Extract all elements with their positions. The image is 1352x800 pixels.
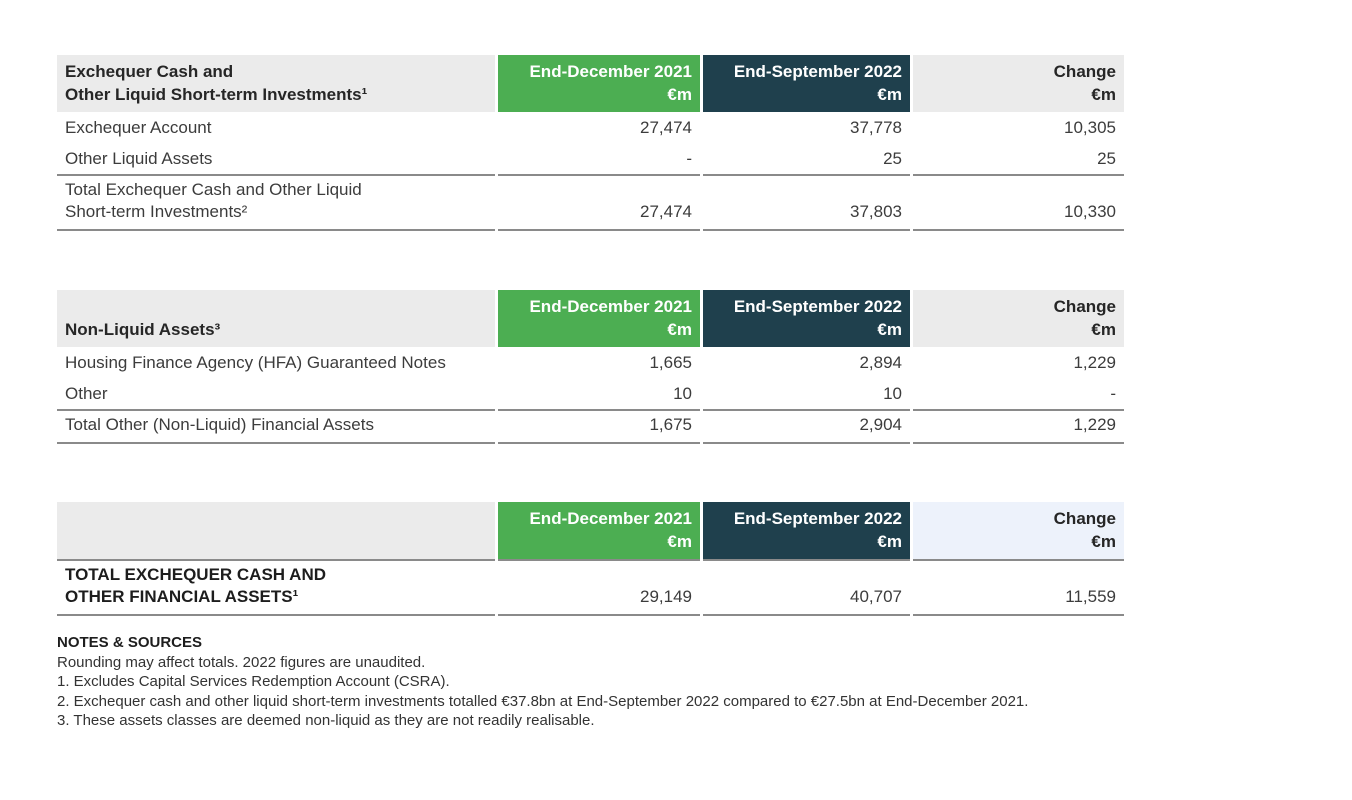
total-dec2021: 29,149	[498, 561, 700, 616]
column-header-end-december-2021: End-December 2021 €m	[498, 290, 700, 347]
column-header-unit: €m	[667, 85, 692, 104]
table-non-liquid-assets: Non-Liquid Assets³ End-December 2021 €m …	[54, 290, 1127, 444]
total-row-label: Total Exchequer Cash and Other Liquid Sh…	[57, 176, 495, 231]
table-row: Exchequer Account 27,474 37,778 10,305	[57, 112, 1124, 144]
value-sep2022: 10	[703, 379, 910, 411]
table-header-row: Non-Liquid Assets³ End-December 2021 €m …	[57, 290, 1124, 347]
table-title-line1: Exchequer Cash and	[65, 62, 234, 81]
grand-total-label: TOTAL EXCHEQUER CASH AND OTHER FINANCIAL…	[57, 561, 495, 616]
column-header-unit: €m	[1091, 85, 1116, 104]
total-change: 10,330	[913, 176, 1124, 231]
column-header-label: End-December 2021	[529, 297, 692, 316]
total-label-line1: Total Exchequer Cash and Other Liquid	[65, 180, 362, 199]
row-label: Housing Finance Agency (HFA) Guaranteed …	[65, 353, 446, 372]
column-header-label: End-December 2021	[529, 509, 692, 528]
empty-header-cell	[57, 502, 495, 561]
column-header-unit: €m	[877, 320, 902, 339]
table-exchequer-cash: Exchequer Cash and Other Liquid Short-te…	[54, 55, 1127, 231]
table-title-line2: Other Liquid Short-term Investments¹	[65, 85, 368, 104]
column-header-unit: €m	[877, 85, 902, 104]
row-label: Other	[57, 379, 495, 411]
row-label: Exchequer Account	[65, 118, 212, 137]
column-header-label: End-December 2021	[529, 62, 692, 81]
note-line: 3. These assets classes are deemed non-l…	[57, 712, 595, 729]
note-line: Rounding may affect totals. 2022 figures…	[57, 653, 426, 671]
table-grand-total: End-December 2021 €m End-September 2022 …	[54, 502, 1127, 616]
note-line: 1. Excludes Capital Services Redemption …	[57, 673, 450, 690]
column-header-label: Change	[1053, 297, 1116, 316]
total-sep2022: 37,803	[703, 176, 910, 231]
column-header-end-december-2021: End-December 2021 €m	[498, 502, 700, 561]
value-sep2022: 25	[703, 144, 910, 176]
column-header-unit: €m	[667, 532, 692, 551]
column-header-label: End-September 2022	[733, 62, 902, 81]
total-dec2021: 27,474	[498, 176, 700, 231]
table-header-row: End-December 2021 €m End-September 2022 …	[57, 502, 1124, 561]
column-header-end-september-2022: End-September 2022 €m	[703, 502, 910, 561]
value-change: 1,229	[1073, 353, 1116, 372]
notes-section: NOTES & SOURCES Rounding may affect tota…	[57, 633, 1132, 731]
total-sep2022: 40,707	[703, 561, 910, 616]
total-change: 1,229	[913, 411, 1124, 444]
column-header-label: Change	[1053, 509, 1116, 528]
column-header-end-september-2022: End-September 2022 €m	[703, 290, 910, 347]
value-dec2021: 27,474	[640, 118, 692, 137]
value-dec2021: 10	[498, 379, 700, 411]
total-label-line2: OTHER FINANCIAL ASSETS¹	[65, 587, 299, 606]
column-header-end-september-2022: End-September 2022 €m	[703, 55, 910, 112]
column-header-change: Change €m	[913, 55, 1124, 112]
total-label-line2: Short-term Investments²	[65, 202, 248, 221]
notes-title: NOTES & SOURCES	[57, 634, 203, 651]
value-change: 25	[913, 144, 1124, 176]
report-page: Exchequer Cash and Other Liquid Short-te…	[54, 55, 1132, 731]
column-header-label: End-September 2022	[733, 297, 902, 316]
row-label: Other Liquid Assets	[57, 144, 495, 176]
column-header-unit: €m	[667, 320, 692, 339]
table-total-row: TOTAL EXCHEQUER CASH AND OTHER FINANCIAL…	[57, 561, 1124, 616]
column-header-unit: €m	[877, 532, 902, 551]
table-title-cell: Exchequer Cash and Other Liquid Short-te…	[57, 55, 495, 112]
table-row: Housing Finance Agency (HFA) Guaranteed …	[57, 347, 1124, 379]
value-sep2022: 2,894	[859, 353, 902, 372]
table-total-row: Total Exchequer Cash and Other Liquid Sh…	[57, 176, 1124, 231]
column-header-change: Change €m	[913, 502, 1124, 561]
value-change: -	[913, 379, 1124, 411]
column-header-unit: €m	[1091, 532, 1116, 551]
total-label-line1: TOTAL EXCHEQUER CASH AND	[65, 565, 327, 584]
table-row: Other 10 10 -	[57, 379, 1124, 411]
value-dec2021: 1,665	[649, 353, 692, 372]
table-header-row: Exchequer Cash and Other Liquid Short-te…	[57, 55, 1124, 112]
value-change: 10,305	[1064, 118, 1116, 137]
value-dec2021: -	[498, 144, 700, 176]
table-title-cell: Non-Liquid Assets³	[57, 290, 495, 347]
total-sep2022: 2,904	[703, 411, 910, 444]
column-header-label: End-September 2022	[733, 509, 902, 528]
table-row: Other Liquid Assets - 25 25	[57, 144, 1124, 176]
column-header-unit: €m	[1091, 320, 1116, 339]
value-sep2022: 37,778	[850, 118, 902, 137]
note-line: 2. Exchequer cash and other liquid short…	[57, 692, 1029, 710]
table-title: Non-Liquid Assets³	[65, 320, 221, 339]
column-header-end-december-2021: End-December 2021 €m	[498, 55, 700, 112]
column-header-change: Change €m	[913, 290, 1124, 347]
column-header-label: Change	[1053, 62, 1116, 81]
table-total-row: Total Other (Non-Liquid) Financial Asset…	[57, 411, 1124, 444]
total-row-label: Total Other (Non-Liquid) Financial Asset…	[57, 411, 495, 444]
total-dec2021: 1,675	[498, 411, 700, 444]
total-change: 11,559	[913, 561, 1124, 616]
